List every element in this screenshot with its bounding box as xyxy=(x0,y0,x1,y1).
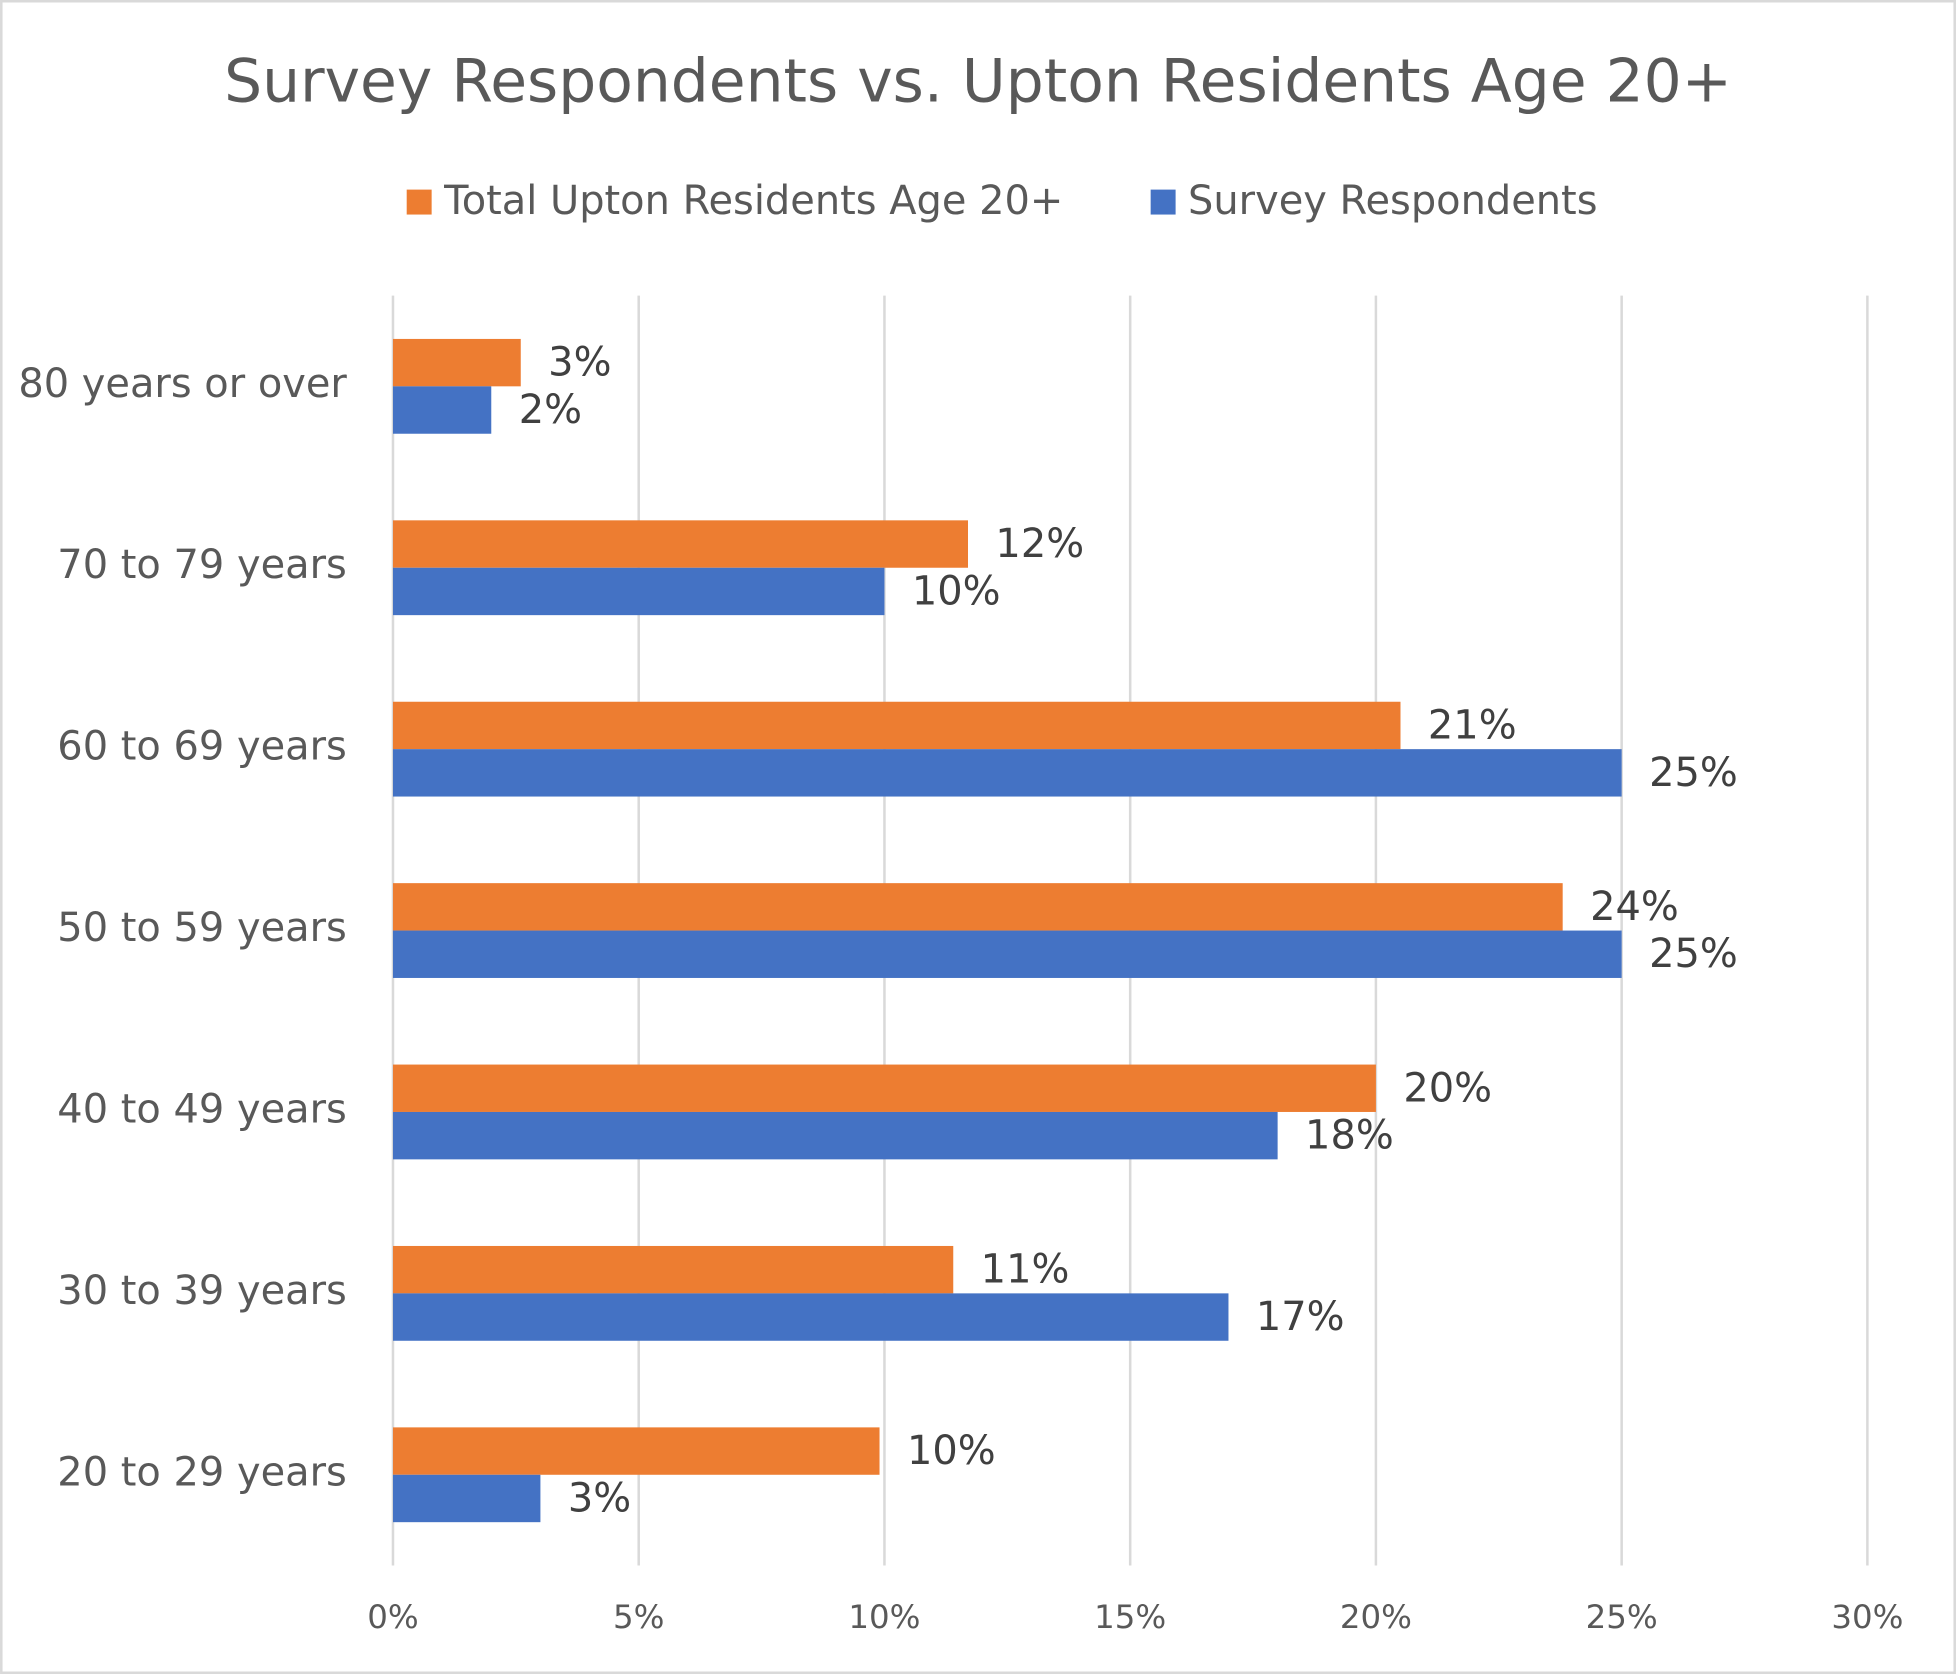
bar xyxy=(392,1427,880,1475)
bar xyxy=(392,749,1622,797)
x-tick-label: 10% xyxy=(848,1598,920,1636)
data-label: 17% xyxy=(1256,1294,1345,1340)
data-label: 20% xyxy=(1403,1065,1492,1111)
x-tick-label: 15% xyxy=(1094,1598,1166,1636)
legend-label: Total Upton Residents Age 20+ xyxy=(443,178,1063,224)
data-label: 3% xyxy=(568,1475,631,1521)
bar xyxy=(392,930,1622,978)
y-tick-label: 40 to 49 years xyxy=(57,1086,347,1132)
legend-label: Survey Respondents xyxy=(1188,178,1597,224)
legend-swatch xyxy=(1150,189,1176,215)
y-tick-label: 20 to 29 years xyxy=(57,1449,347,1495)
bar xyxy=(392,1293,1229,1341)
bar xyxy=(392,338,521,387)
x-tick-label: 25% xyxy=(1586,1598,1658,1636)
x-tick-label: 20% xyxy=(1340,1598,1412,1636)
data-label: 10% xyxy=(907,1428,996,1474)
bar xyxy=(392,883,1563,931)
bar xyxy=(392,520,968,568)
data-label: 24% xyxy=(1590,884,1679,930)
bar xyxy=(392,567,885,616)
bar xyxy=(392,386,492,434)
data-label: 10% xyxy=(912,568,1001,614)
data-label: 2% xyxy=(519,387,582,433)
legend-swatch xyxy=(406,189,432,215)
data-label: 11% xyxy=(981,1247,1070,1293)
data-label: 18% xyxy=(1305,1113,1394,1159)
y-tick-label: 60 to 69 years xyxy=(57,724,347,770)
x-tick-label: 0% xyxy=(367,1598,418,1636)
bar xyxy=(392,1245,954,1294)
x-tick-label: 5% xyxy=(613,1598,664,1636)
data-label: 21% xyxy=(1428,702,1517,748)
data-label: 25% xyxy=(1649,750,1738,796)
data-label: 12% xyxy=(995,521,1084,567)
y-tick-label: 30 to 39 years xyxy=(57,1268,347,1314)
data-label: 3% xyxy=(548,340,611,386)
bar xyxy=(392,1111,1278,1160)
y-tick-label: 50 to 59 years xyxy=(57,905,347,951)
y-tick-label: 80 years or over xyxy=(18,361,347,407)
y-tick-label: 70 to 79 years xyxy=(57,542,347,588)
chart-title: Survey Respondents vs. Upton Residents A… xyxy=(224,46,1732,116)
data-label: 25% xyxy=(1649,931,1738,977)
bar xyxy=(392,1064,1376,1112)
bar xyxy=(392,701,1401,750)
x-tick-label: 30% xyxy=(1831,1598,1903,1636)
bar xyxy=(392,1474,541,1523)
